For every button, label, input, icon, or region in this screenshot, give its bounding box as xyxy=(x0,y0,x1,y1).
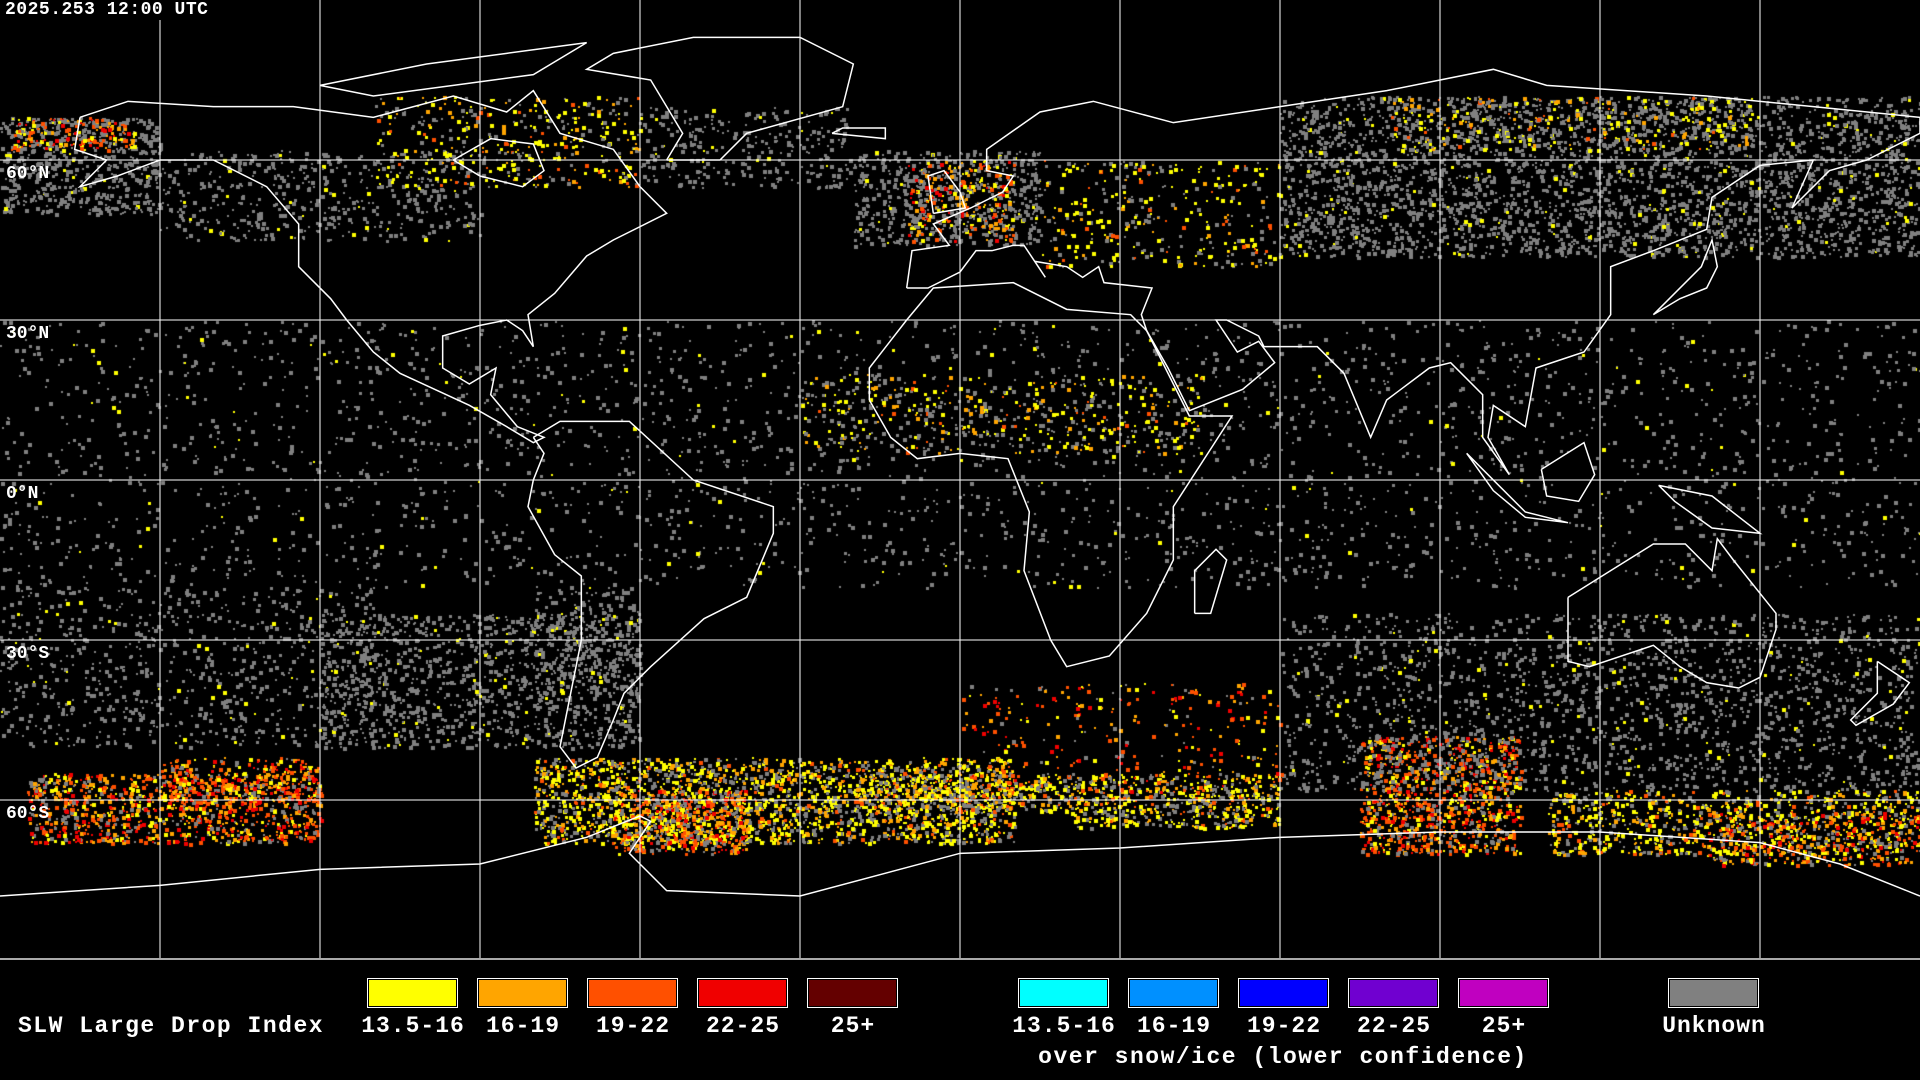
label-ice-13-16: 13.5-16 xyxy=(1012,1013,1116,1039)
coastline-north-america xyxy=(73,89,668,444)
coastline-new-zealand xyxy=(1849,660,1911,727)
swatch-ice-22-25 xyxy=(1348,978,1439,1008)
coastline-iceland xyxy=(831,127,887,140)
coastline-sumatra-java xyxy=(1466,452,1569,524)
coastline-madagascar xyxy=(1193,548,1228,615)
coastline-new-guinea xyxy=(1658,484,1763,535)
coastline-greenland xyxy=(584,36,855,161)
label-liquid-19-22: 19-22 xyxy=(595,1013,670,1039)
coastline-antarctica xyxy=(0,815,1920,897)
legend-title: SLW Large Drop Index xyxy=(18,1013,325,1039)
label-ice-19-22: 19-22 xyxy=(1246,1013,1321,1039)
coastline-australia xyxy=(1567,536,1777,689)
label-ice-25plus: 25+ xyxy=(1481,1013,1527,1039)
swatch-liquid-25plus xyxy=(807,978,898,1008)
label-liquid-13-16: 13.5-16 xyxy=(361,1013,465,1039)
coastline-great-britain xyxy=(927,169,967,215)
lat-label-60s: 60°S xyxy=(6,804,50,824)
label-liquid-16-19: 16-19 xyxy=(485,1013,560,1039)
swatch-ice-13-16 xyxy=(1018,978,1109,1008)
lat-label-60n: 60°N xyxy=(6,164,50,184)
swatch-ice-19-22 xyxy=(1238,978,1329,1008)
coastline-hudson-bay xyxy=(452,137,545,188)
label-liquid-22-25: 22-25 xyxy=(705,1013,780,1039)
coastline-africa xyxy=(868,281,1234,668)
label-ice-16-19: 16-19 xyxy=(1136,1013,1211,1039)
timestamp: 2025.253 12:00 UTC xyxy=(3,0,211,20)
coastline-japan xyxy=(1652,237,1719,316)
swatch-liquid-13-16 xyxy=(367,978,458,1008)
coastline-south-america xyxy=(527,420,775,769)
snow-ice-caption: over snow/ice (lower confidence) xyxy=(1038,1044,1528,1070)
swatch-liquid-22-25 xyxy=(697,978,788,1008)
label-unknown: Unknown xyxy=(1662,1013,1766,1039)
swatch-ice-16-19 xyxy=(1128,978,1219,1008)
label-ice-22-25: 22-25 xyxy=(1356,1013,1431,1039)
coastlines-and-grid xyxy=(0,0,1920,958)
coastline-borneo xyxy=(1540,441,1596,503)
lat-label-30s: 30°S xyxy=(6,644,50,664)
coastline-arctic-islands xyxy=(319,41,588,97)
lat-label-0n: 0°N xyxy=(6,484,39,504)
lat-label-30n: 30°N xyxy=(6,324,50,344)
swatch-liquid-16-19 xyxy=(477,978,568,1008)
slw-map: 2025.253 12:00 UTC 60°N 30°N 0°N 30°S 60… xyxy=(0,0,1920,960)
coastline-eurasia xyxy=(905,68,1920,476)
swatch-liquid-19-22 xyxy=(587,978,678,1008)
label-liquid-25plus: 25+ xyxy=(830,1013,876,1039)
swatch-unknown xyxy=(1668,978,1759,1008)
swatch-ice-25plus xyxy=(1458,978,1549,1008)
